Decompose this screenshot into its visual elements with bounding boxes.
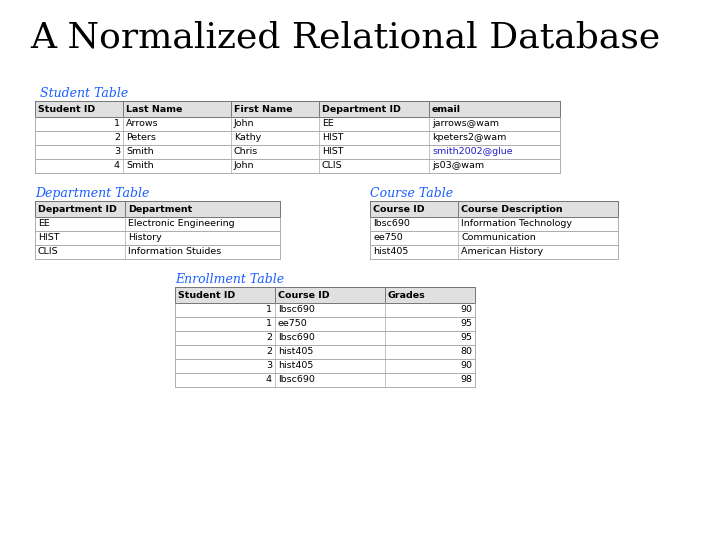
Bar — [35, 145, 560, 159]
Text: Student Table: Student Table — [40, 87, 128, 100]
Text: lbsc690: lbsc690 — [278, 306, 315, 314]
Text: Grades: Grades — [388, 291, 426, 300]
Bar — [175, 331, 475, 345]
Text: 90: 90 — [460, 361, 472, 370]
Bar — [370, 245, 618, 259]
Text: 2: 2 — [266, 334, 272, 342]
Text: jarrows@wam: jarrows@wam — [432, 119, 499, 129]
Text: 3: 3 — [266, 361, 272, 370]
Text: Communication: Communication — [461, 233, 536, 242]
Bar — [35, 217, 280, 231]
Text: Smith: Smith — [126, 147, 153, 157]
Text: Course ID: Course ID — [373, 205, 425, 213]
Text: 2: 2 — [114, 133, 120, 143]
Bar — [370, 217, 618, 231]
Text: CLIS: CLIS — [322, 161, 343, 171]
Text: Department Table: Department Table — [35, 187, 149, 200]
Text: John: John — [234, 161, 254, 171]
Text: HIST: HIST — [322, 133, 343, 143]
Text: lbsc690: lbsc690 — [373, 219, 410, 228]
Text: Student ID: Student ID — [38, 105, 95, 113]
Text: hist405: hist405 — [278, 361, 313, 370]
Bar — [35, 231, 280, 245]
Bar — [370, 231, 618, 245]
Text: Information Technology: Information Technology — [461, 219, 572, 228]
Text: ee750: ee750 — [278, 320, 307, 328]
Text: History: History — [128, 233, 162, 242]
Text: A Normalized Relational Database: A Normalized Relational Database — [30, 20, 660, 54]
Text: Department ID: Department ID — [38, 205, 117, 213]
Bar — [370, 201, 618, 217]
Text: Kathy: Kathy — [234, 133, 261, 143]
Text: 4: 4 — [266, 375, 272, 384]
Text: HIST: HIST — [322, 147, 343, 157]
Text: 2: 2 — [266, 348, 272, 356]
Text: 90: 90 — [460, 306, 472, 314]
Text: Department: Department — [128, 205, 192, 213]
Text: 1: 1 — [266, 320, 272, 328]
Text: Course ID: Course ID — [278, 291, 330, 300]
Text: Arrows: Arrows — [126, 119, 158, 129]
Text: lbsc690: lbsc690 — [278, 375, 315, 384]
Text: kpeters2@wam: kpeters2@wam — [432, 133, 506, 143]
Text: American History: American History — [461, 247, 543, 256]
Text: EE: EE — [322, 119, 334, 129]
Text: EE: EE — [38, 219, 50, 228]
Text: Course Description: Course Description — [461, 205, 562, 213]
Text: CLIS: CLIS — [38, 247, 58, 256]
Text: ee750: ee750 — [373, 233, 402, 242]
Bar — [175, 359, 475, 373]
Text: 1: 1 — [114, 119, 120, 129]
Bar — [35, 117, 560, 131]
Text: hist405: hist405 — [373, 247, 408, 256]
Bar — [175, 345, 475, 359]
Text: Electronic Engineering: Electronic Engineering — [128, 219, 235, 228]
Bar — [35, 245, 280, 259]
Bar — [175, 287, 475, 303]
Bar — [175, 317, 475, 331]
Text: hist405: hist405 — [278, 348, 313, 356]
Text: Course Table: Course Table — [370, 187, 453, 200]
Text: Department ID: Department ID — [322, 105, 401, 113]
Bar — [175, 373, 475, 387]
Text: 1: 1 — [266, 306, 272, 314]
Text: Last Name: Last Name — [126, 105, 182, 113]
Text: 98: 98 — [460, 375, 472, 384]
Text: Information Stuides: Information Stuides — [128, 247, 221, 256]
Text: Chris: Chris — [234, 147, 258, 157]
Text: First Name: First Name — [234, 105, 292, 113]
Text: Enrollment Table: Enrollment Table — [175, 273, 284, 286]
Text: 95: 95 — [460, 334, 472, 342]
Text: Peters: Peters — [126, 133, 156, 143]
Text: 80: 80 — [460, 348, 472, 356]
Bar — [35, 201, 280, 217]
Bar — [35, 159, 560, 173]
Text: smith2002@glue: smith2002@glue — [432, 147, 513, 157]
Text: Smith: Smith — [126, 161, 153, 171]
Text: js03@wam: js03@wam — [432, 161, 484, 171]
Text: 95: 95 — [460, 320, 472, 328]
Text: HIST: HIST — [38, 233, 60, 242]
Bar — [35, 131, 560, 145]
Text: 3: 3 — [114, 147, 120, 157]
Text: lbsc690: lbsc690 — [278, 334, 315, 342]
Bar — [35, 101, 560, 117]
Text: John: John — [234, 119, 254, 129]
Text: Student ID: Student ID — [178, 291, 235, 300]
Text: email: email — [432, 105, 461, 113]
Text: 4: 4 — [114, 161, 120, 171]
Bar — [175, 303, 475, 317]
